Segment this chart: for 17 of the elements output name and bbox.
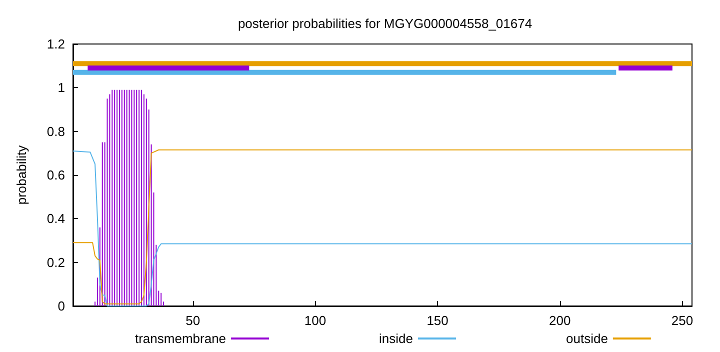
y-tick-label: 0.6 <box>46 168 65 182</box>
y-tick-label: 0.8 <box>46 124 65 139</box>
y-tick-label: 0.4 <box>46 211 65 226</box>
x-tick-label: 50 <box>186 313 200 328</box>
y-axis-title: probability <box>14 144 29 205</box>
x-tick-label: 200 <box>549 313 571 328</box>
y-tick-label: 1 <box>58 80 65 96</box>
y-tick-label: 1.2 <box>46 36 65 52</box>
y-tick-label: 0 <box>58 298 65 314</box>
chart-title: posterior probabilities for MGYG000004558_01674 <box>238 16 532 31</box>
legend-label: transmembrane <box>134 331 226 346</box>
x-tick-label: 150 <box>426 313 448 328</box>
legend-label: outside <box>566 331 608 346</box>
x-tick-label: 250 <box>671 313 694 328</box>
legend-label: inside <box>379 331 414 346</box>
y-tick-label: 0.2 <box>46 254 65 270</box>
x-tick-label: 100 <box>304 313 326 328</box>
